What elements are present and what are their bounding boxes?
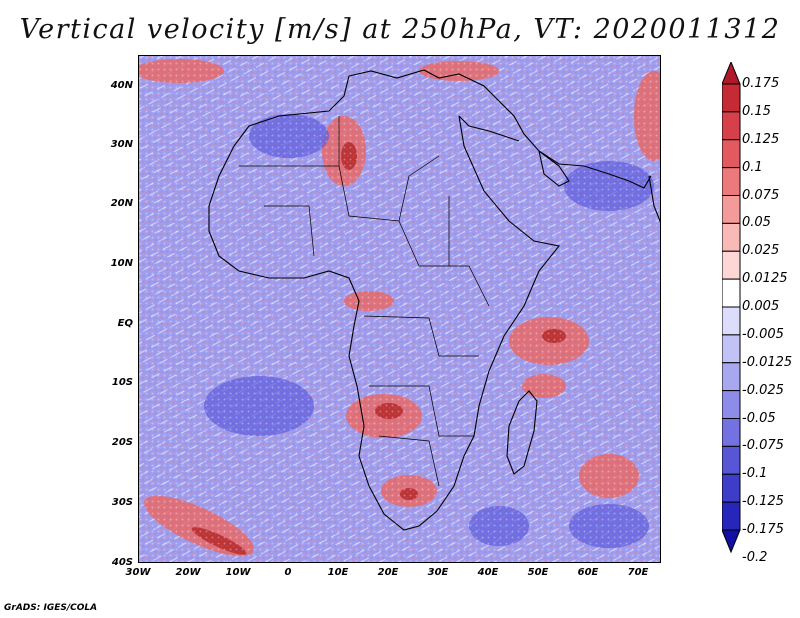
colorbar-swatch — [722, 250, 741, 280]
colorbar-swatch — [722, 362, 741, 392]
lat-tick-40n: 40N — [110, 80, 133, 91]
colorbar-label: -0.175 — [742, 522, 784, 537]
country-borders — [239, 116, 490, 487]
colorbar-bottom-cap — [722, 529, 741, 554]
lon-tick-10w: 10W — [225, 567, 251, 578]
colorbar-label: 0.125 — [742, 131, 780, 147]
colorbar-label: -0.025 — [742, 382, 784, 398]
lat-tick-40s: 40S — [111, 557, 133, 568]
lat-tick-30s: 30S — [111, 497, 133, 508]
colorbar-swatches — [722, 62, 741, 554]
colorbar — [722, 62, 741, 554]
colorbar-label: -0.2 — [742, 549, 768, 565]
colorbar-label: 0.025 — [742, 243, 780, 259]
lat-tick-10n: 10N — [110, 258, 133, 269]
lat-tick-eq: EQ — [117, 318, 133, 329]
lon-tick-50e: 50E — [527, 567, 549, 578]
colorbar-swatch — [722, 334, 741, 364]
colorbar-swatch — [722, 306, 741, 336]
colorbar-swatch — [722, 445, 741, 475]
coastlines — [208, 69, 660, 531]
colorbar-label: -0.1 — [742, 466, 768, 482]
colorbar-label: 0.175 — [742, 76, 780, 91]
colorbar-swatch — [722, 83, 741, 113]
lon-tick-0: 0 — [284, 567, 292, 578]
lat-tick-20s: 20S — [111, 437, 133, 448]
colorbar-top-cap — [722, 62, 741, 85]
colorbar-label: -0.125 — [742, 494, 784, 510]
colorbar-label: 0.075 — [742, 187, 780, 203]
colorbar-swatch — [722, 278, 741, 308]
colorbar-swatch — [722, 139, 741, 169]
colorbar-swatch — [722, 473, 741, 503]
lon-tick-60e: 60E — [577, 567, 599, 578]
lon-tick-20e: 20E — [377, 567, 399, 578]
velocity-map — [138, 55, 661, 563]
colorbar-label: -0.05 — [742, 410, 776, 426]
colorbar-swatch — [722, 501, 741, 531]
colorbar-swatch — [722, 418, 741, 447]
colorbar-swatch — [722, 111, 741, 141]
lon-tick-40e: 40E — [477, 567, 499, 578]
lon-tick-10e: 10E — [327, 567, 349, 578]
colorbar-label: -0.075 — [742, 438, 784, 454]
lon-tick-70e: 70E — [627, 567, 649, 578]
colorbar-swatch — [722, 167, 741, 196]
colorbar-label: 0.1 — [742, 159, 763, 175]
credit-text: GrADS: IGES/COLA — [4, 603, 98, 613]
colorbar-label: 0.0125 — [742, 271, 788, 287]
colorbar-swatch — [722, 390, 741, 419]
colorbar-label: 0.005 — [742, 299, 780, 314]
lat-tick-20n: 20N — [110, 198, 133, 209]
lon-tick-30e: 30E — [427, 567, 449, 578]
lat-tick-10s: 10S — [111, 377, 133, 388]
colorbar-swatch — [722, 195, 741, 224]
lat-tick-30n: 30N — [110, 139, 133, 150]
colorbar-label: -0.0125 — [742, 354, 793, 370]
chart-title: Vertical velocity [m/s] at 250hPa, VT: 2… — [19, 14, 781, 45]
colorbar-label: 0.05 — [742, 215, 771, 231]
colorbar-swatch — [722, 222, 741, 252]
lon-tick-20w: 20W — [175, 567, 201, 578]
colorbar-label: -0.005 — [742, 326, 784, 342]
lon-tick-30w: 30W — [125, 567, 151, 578]
velocity-field — [139, 56, 660, 562]
colorbar-label: 0.15 — [742, 103, 771, 119]
